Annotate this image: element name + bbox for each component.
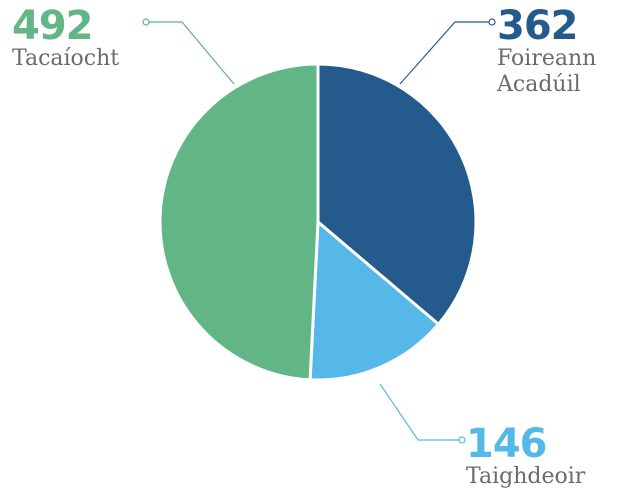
value-label: 362 (497, 3, 579, 49)
leader-dot (488, 18, 496, 26)
category-label: Taighdeoir (466, 464, 586, 488)
value-label: 146 (466, 421, 548, 467)
category-label: Foireann Acadúil (497, 46, 597, 97)
pie-slice (308, 220, 440, 382)
leader-dot (458, 436, 466, 444)
leader-dot (142, 18, 150, 26)
leader-line (399, 21, 492, 85)
pie-slice (316, 62, 478, 326)
leader-line (146, 21, 235, 85)
slice-label: 146 Taighdeoir (466, 424, 616, 488)
pie-slice (158, 62, 320, 382)
slice-label: 492 Tacaíocht (12, 6, 152, 72)
category-label: Tacaíocht (12, 46, 120, 71)
slice-label: 362 Foireann Acadúil (497, 6, 607, 98)
value-label: 492 (12, 3, 94, 49)
leader-line (379, 383, 462, 441)
